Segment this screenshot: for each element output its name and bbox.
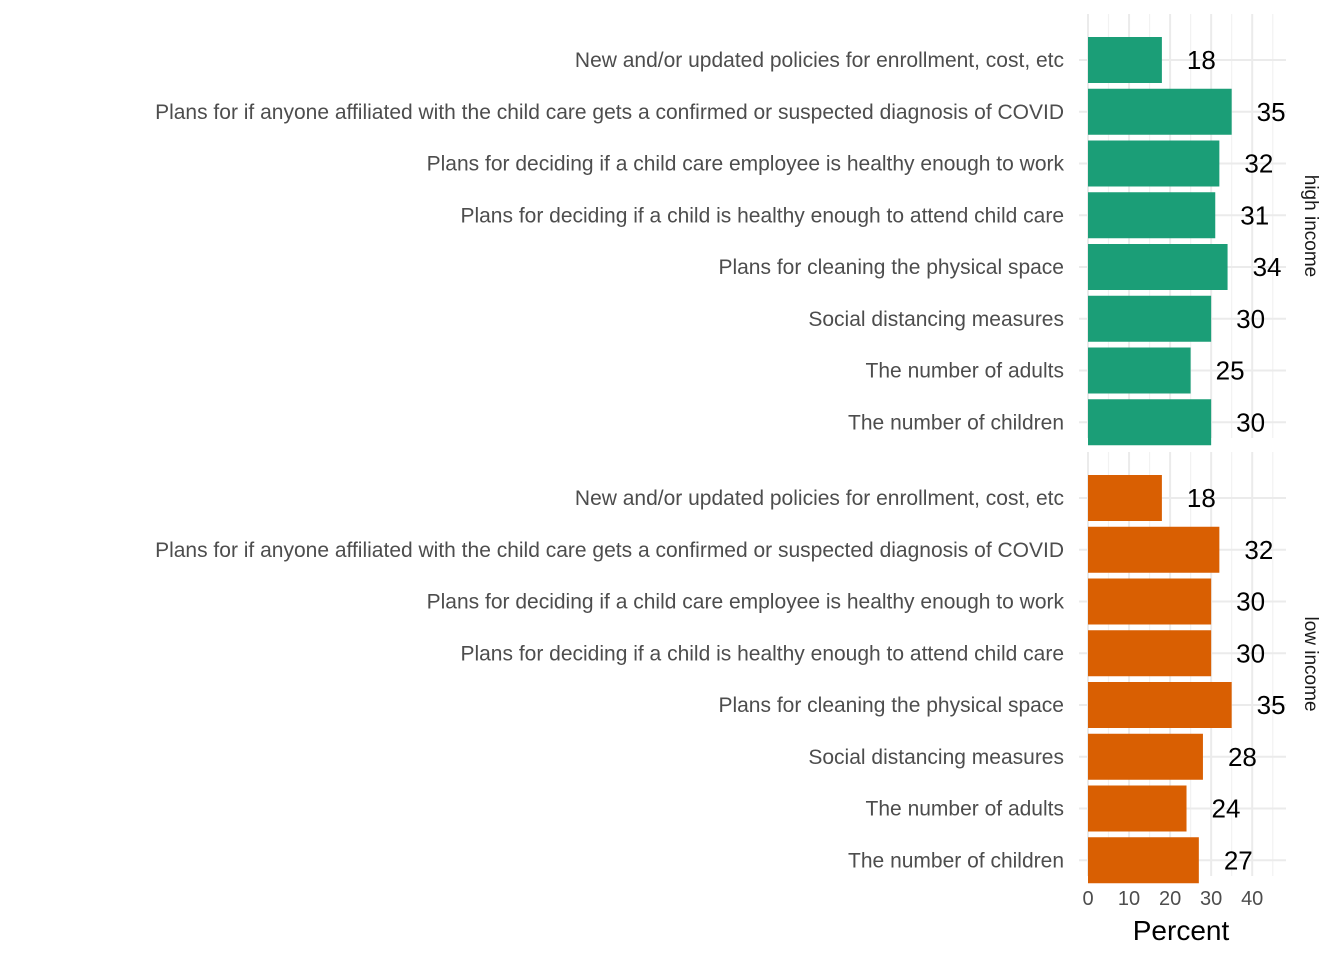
bar (1088, 347, 1191, 394)
data-label: 18 (1187, 483, 1216, 513)
category-label: The number of children (848, 849, 1064, 872)
bar (1088, 837, 1199, 884)
bar (1088, 526, 1220, 573)
data-label: 30 (1236, 304, 1265, 334)
category-label: Social distancing measures (808, 308, 1064, 331)
category-label: Plans for deciding if a child care emplo… (427, 591, 1065, 614)
data-label: 27 (1224, 845, 1253, 875)
panel-low-income: New and/or updated policies for enrollme… (155, 452, 1321, 884)
category-label: The number of children (848, 411, 1064, 434)
bar (1088, 475, 1162, 521)
category-label: Plans for deciding if a child care emplo… (427, 153, 1065, 176)
facet-strip-label: high income (1300, 175, 1321, 277)
category-label: Plans for cleaning the physical space (718, 256, 1064, 279)
bar (1088, 399, 1212, 446)
bar (1088, 37, 1162, 83)
data-label: 35 (1257, 97, 1286, 127)
bar (1088, 630, 1212, 677)
bar (1088, 733, 1203, 780)
x-tick-label: 30 (1200, 888, 1222, 910)
category-label: New and/or updated policies for enrollme… (575, 487, 1064, 510)
data-label: 31 (1240, 200, 1269, 230)
data-label: 34 (1253, 252, 1282, 282)
bar (1088, 244, 1228, 290)
data-label: 25 (1216, 356, 1245, 386)
category-label: The number of adults (866, 360, 1064, 383)
category-label: Social distancing measures (808, 746, 1064, 769)
category-label: Plans for deciding if a child is healthy… (460, 204, 1064, 227)
bar (1088, 295, 1212, 342)
bar (1088, 682, 1232, 728)
category-label: Plans for deciding if a child is healthy… (460, 642, 1064, 665)
data-label: 30 (1236, 638, 1265, 668)
category-label: New and/or updated policies for enrollme… (575, 49, 1064, 72)
panel-high-income: New and/or updated policies for enrollme… (155, 14, 1321, 446)
category-label: The number of adults (866, 798, 1064, 821)
x-axis-title: Percent (1133, 915, 1230, 946)
category-label: Plans for cleaning the physical space (718, 694, 1064, 717)
x-tick-label: 10 (1118, 888, 1140, 910)
chart-panels: New and/or updated policies for enrollme… (155, 14, 1321, 884)
data-label: 30 (1236, 407, 1265, 437)
bar (1088, 88, 1232, 135)
category-label: Plans for if anyone affiliated with the … (155, 101, 1064, 124)
bar (1088, 785, 1187, 832)
x-tick-label: 40 (1241, 888, 1263, 910)
data-label: 18 (1187, 45, 1216, 75)
x-tick-label: 0 (1082, 888, 1093, 910)
bar (1088, 192, 1216, 239)
x-tick-label: 20 (1159, 888, 1181, 910)
data-label: 32 (1244, 149, 1273, 179)
data-label: 28 (1228, 742, 1257, 772)
facet-strip-label: low income (1300, 616, 1321, 711)
category-label: Plans for if anyone affiliated with the … (155, 539, 1064, 562)
x-axis: 0 10 20 30 40 (1082, 888, 1263, 910)
data-label: 32 (1244, 535, 1273, 565)
bar (1088, 140, 1220, 187)
bar (1088, 578, 1212, 625)
data-label: 30 (1236, 587, 1265, 617)
data-label: 24 (1212, 794, 1241, 824)
data-label: 35 (1257, 690, 1286, 720)
